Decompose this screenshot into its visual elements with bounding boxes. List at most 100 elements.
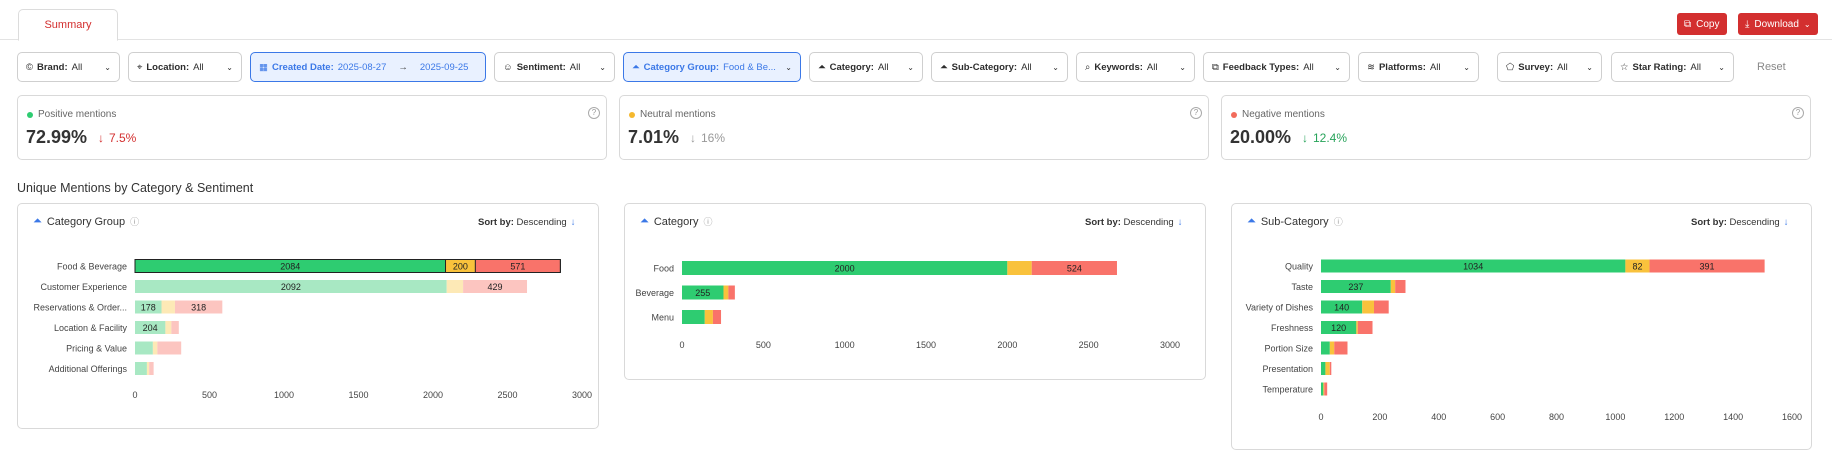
x-tick-label: 600 <box>1490 412 1505 422</box>
filter-brand[interactable]: © Brand: All ⌄ <box>17 52 120 82</box>
bar-segment[interactable] <box>1321 362 1326 375</box>
help-icon[interactable]: ? <box>1792 107 1804 119</box>
filter-key: Category Group: <box>643 61 720 73</box>
filter-keywords[interactable]: ⌕ Keywords: All ⌄ <box>1076 52 1195 82</box>
bar-segment[interactable] <box>1329 362 1332 375</box>
bar-segment[interactable] <box>1373 300 1389 314</box>
help-icon[interactable]: ⓘ <box>1333 217 1343 227</box>
sort-control[interactable]: Sort by: Descending ↓ <box>1691 217 1788 228</box>
bar-segment[interactable] <box>135 362 147 375</box>
copy-button[interactable]: ⧉ Copy <box>1677 13 1727 35</box>
bar-segment[interactable] <box>1321 259 1626 273</box>
bar-segment[interactable] <box>1031 261 1117 275</box>
bar-segment[interactable] <box>146 362 150 375</box>
help-icon[interactable]: ⓘ <box>703 217 713 227</box>
bar-segment[interactable] <box>704 310 713 324</box>
x-tick-label: 200 <box>1372 412 1387 422</box>
bar-segment[interactable] <box>682 310 705 324</box>
category-label: Reservations & Order... <box>33 303 127 313</box>
reset-button[interactable]: Reset <box>1757 61 1786 73</box>
bar-segment[interactable] <box>135 259 446 273</box>
category-label: Taste <box>1291 282 1313 292</box>
data-label: 200 <box>453 262 468 272</box>
bar-segment[interactable] <box>1649 259 1765 273</box>
bar-segment[interactable] <box>1321 382 1324 396</box>
bar-segment[interactable] <box>135 280 447 293</box>
bar-segment[interactable] <box>1356 321 1358 334</box>
bar-segment[interactable] <box>161 300 175 314</box>
chart-card-sub-category: Quality 1034 82 391 Taste 237 Variety of Dishe… <box>1231 203 1812 450</box>
filter-value: All <box>1021 61 1032 73</box>
bar-segment[interactable] <box>174 300 223 314</box>
help-icon[interactable]: ? <box>1190 107 1202 119</box>
x-tick-label: 800 <box>1549 412 1564 422</box>
sort-control[interactable]: Sort by: Descending ↓ <box>1085 217 1182 228</box>
bar-segment[interactable] <box>165 321 172 334</box>
bar-segment[interactable] <box>1321 341 1330 355</box>
download-button-label: Download <box>1754 18 1799 30</box>
help-icon[interactable]: ⓘ <box>130 217 140 227</box>
bar-segment[interactable] <box>135 321 166 334</box>
bar-segment[interactable] <box>463 280 528 293</box>
bar-segment[interactable] <box>682 285 724 300</box>
bar-segment[interactable] <box>1323 382 1325 396</box>
filter-key: Star Rating: <box>1632 61 1687 73</box>
bar-segment[interactable] <box>1329 341 1335 355</box>
sort-control[interactable]: Sort by: Descending ↓ <box>478 217 575 228</box>
chevron-down-icon: ⌄ <box>104 62 111 72</box>
filter-sub-category[interactable]: ⏶ Sub-Category: All ⌄ <box>931 52 1068 82</box>
location-pin-icon: ⌖ <box>137 61 143 73</box>
bar-segment[interactable] <box>712 310 722 324</box>
filter-key: Brand: <box>37 61 68 73</box>
filter-category-group[interactable]: ⏶ Category Group: Food & Be... ⌄ <box>623 52 801 82</box>
chart-title-text: Sub-Category <box>1260 215 1329 228</box>
bar-segment[interactable] <box>1321 300 1363 314</box>
sort-arrow-icon: ↓ <box>1783 217 1789 228</box>
category-icon: ⏶ <box>818 61 826 73</box>
bar-segment[interactable] <box>723 285 729 300</box>
bar-segment[interactable] <box>1324 382 1328 396</box>
bar-segment[interactable] <box>171 321 179 334</box>
category-chart: Food 2000 524 Beverage 255 Menu 0 500 1000 1500 20… <box>635 261 1180 350</box>
bar-segment[interactable] <box>475 259 561 273</box>
filter-feedback-types[interactable]: ⧉ Feedback Types: All ⌄ <box>1203 52 1350 82</box>
x-tick-label: 3000 <box>572 390 592 400</box>
bar-segment[interactable] <box>1357 321 1373 334</box>
brand-icon: © <box>26 61 33 73</box>
bar-segment[interactable] <box>1007 261 1032 275</box>
bar-segment[interactable] <box>728 285 735 300</box>
data-label: 204 <box>143 323 158 333</box>
filter-sentiment[interactable]: ☺ Sentiment: All ⌄ <box>494 52 615 82</box>
bar-segment[interactable] <box>1625 259 1650 273</box>
metric-card-positive: Positive mentions ? 72.99% ↓ 7.5% <box>17 95 607 160</box>
sort-value: Descending <box>1123 217 1174 228</box>
filter-category[interactable]: ⏶ Category: All ⌄ <box>809 52 923 82</box>
bar-segment[interactable] <box>1325 362 1330 375</box>
filter-platforms[interactable]: ≋ Platforms: All ⌄ <box>1358 52 1479 82</box>
bar-segment[interactable] <box>135 341 153 355</box>
filter-value: All <box>1429 61 1441 73</box>
bar-segment[interactable] <box>152 341 158 355</box>
bar-segment[interactable] <box>157 341 182 355</box>
filter-location[interactable]: ⌖ Location: All ⌄ <box>128 52 242 82</box>
metric-label-text: Neutral mentions <box>640 109 716 120</box>
bar-segment[interactable] <box>445 259 476 273</box>
tab-summary[interactable]: Summary <box>18 9 118 41</box>
bar-segment[interactable] <box>1362 300 1374 314</box>
bar-segment[interactable] <box>135 300 162 314</box>
bar-segment[interactable] <box>1334 341 1348 355</box>
bar-segment[interactable] <box>1321 321 1357 334</box>
filter-survey[interactable]: ⬠ Survey: All ⌄ <box>1497 52 1602 82</box>
filter-created-date[interactable]: ▦ Created Date: 2025-08-27 → 2025-09-25 <box>250 52 486 82</box>
bar-segment[interactable] <box>1390 280 1396 293</box>
help-icon[interactable]: ? <box>588 107 600 119</box>
bar-segment[interactable] <box>1321 280 1391 293</box>
bar-segment[interactable] <box>446 280 464 293</box>
bar-segment[interactable] <box>1395 280 1406 293</box>
bar-segment[interactable] <box>149 362 154 375</box>
download-button[interactable]: ⤓ Download ⌄ <box>1738 13 1818 35</box>
category-label: Customer Experience <box>40 282 127 292</box>
bar-segment[interactable] <box>682 261 1008 275</box>
filter-key: Keywords: <box>1094 61 1143 73</box>
filter-star-rating[interactable]: ☆ Star Rating: All ⌄ <box>1611 52 1734 82</box>
